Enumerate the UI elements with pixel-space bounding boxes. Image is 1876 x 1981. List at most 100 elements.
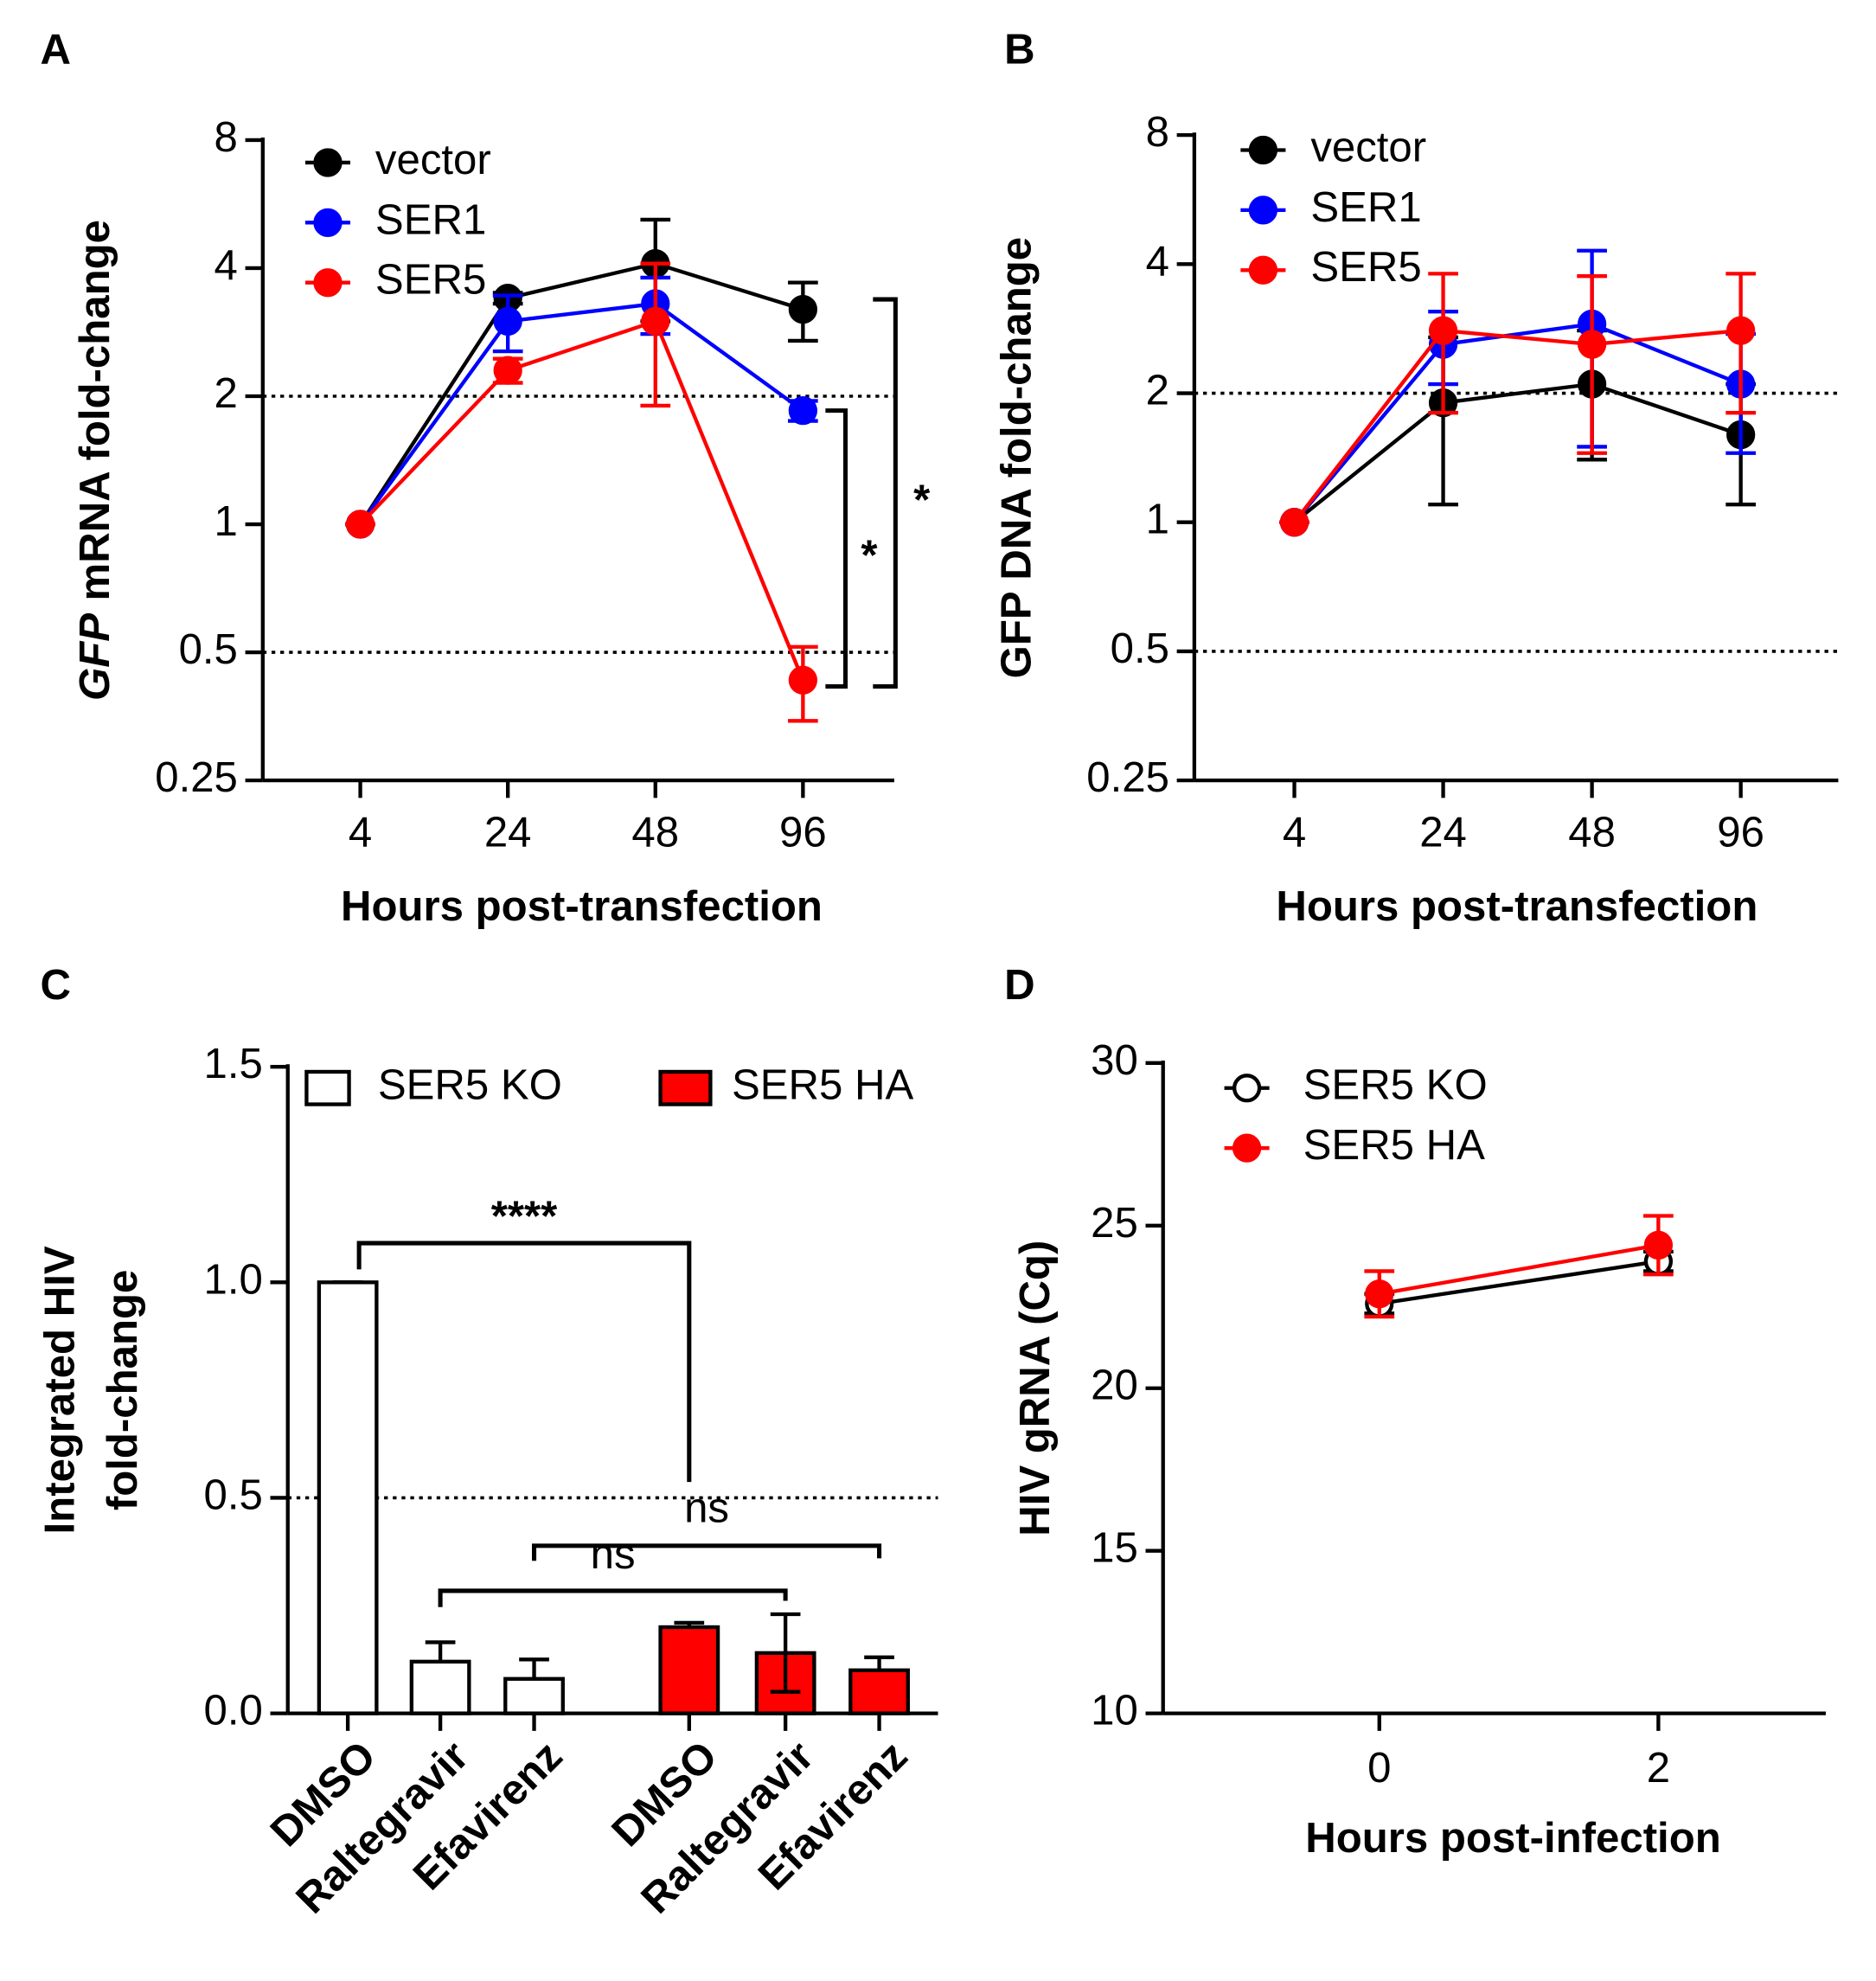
legend-marker xyxy=(313,148,343,177)
y-tick-label: 1.0 xyxy=(204,1256,263,1303)
data-point xyxy=(1365,1279,1394,1309)
y-axis-label: GFP DNA fold-change xyxy=(993,237,1040,679)
y-axis-label-text: mRNA fold-change xyxy=(72,220,118,600)
series-line xyxy=(358,301,804,526)
x-tick-label: 96 xyxy=(1717,810,1764,856)
x-tick-label: 48 xyxy=(631,810,679,856)
x-tick-label: 24 xyxy=(1419,810,1467,856)
y-tick-label: 30 xyxy=(1091,1037,1138,1084)
y-tick-label: 1 xyxy=(1146,497,1169,543)
series-line xyxy=(1379,1259,1659,1306)
y-tick-label: 0.5 xyxy=(179,626,238,673)
x-axis-label: Hours post-infection xyxy=(1305,1815,1720,1862)
y-tick-label: 0.5 xyxy=(1111,625,1169,672)
data-point xyxy=(493,356,522,385)
legend-swatch xyxy=(304,1069,351,1106)
legend-label: SER5 xyxy=(375,257,486,304)
y-tick-label: 10 xyxy=(1091,1688,1138,1734)
x-tick-label: 4 xyxy=(1283,810,1306,856)
significance-label: * xyxy=(861,533,878,580)
bar xyxy=(317,1280,379,1715)
bar xyxy=(409,1659,471,1715)
series-line xyxy=(1292,322,1742,524)
legend-label: SER1 xyxy=(375,196,486,243)
y-axis-label: fold-change xyxy=(99,1270,146,1510)
y-tick-label: 4 xyxy=(1146,238,1169,285)
y-tick-label: 2 xyxy=(1146,368,1169,414)
legend-swatch xyxy=(658,1069,713,1106)
series-line xyxy=(1293,381,1742,524)
x-tick-label: 24 xyxy=(484,810,532,856)
x-tick-label: 2 xyxy=(1647,1745,1670,1792)
y-tick-label: 4 xyxy=(214,242,238,289)
legend-label: vector xyxy=(375,137,491,183)
legend-marker xyxy=(1232,1133,1262,1163)
data-point xyxy=(345,510,375,539)
y-tick-label: 0.0 xyxy=(204,1688,263,1734)
legend-label: SER5 KO xyxy=(1303,1062,1488,1109)
legend-label: SER5 KO xyxy=(378,1062,562,1109)
significance-label: **** xyxy=(491,1194,558,1241)
series-line xyxy=(359,318,805,682)
legend-marker xyxy=(313,208,343,237)
data-point xyxy=(641,306,670,337)
data-point xyxy=(788,294,817,324)
y-tick-label: 0.5 xyxy=(204,1471,263,1518)
y-axis-label: Integrated HIV xyxy=(36,1246,83,1534)
x-tick-label: 4 xyxy=(349,810,372,856)
legend-label: SER5 HA xyxy=(1303,1122,1486,1169)
data-point xyxy=(1428,316,1458,345)
y-axis-label: HIV gRNA (Cq) xyxy=(1012,1241,1059,1536)
y-tick-label: 15 xyxy=(1091,1525,1138,1572)
error-bar xyxy=(770,1652,801,1694)
y-tick-label: 20 xyxy=(1091,1362,1138,1409)
y-tick-label: 8 xyxy=(214,114,238,161)
y-tick-label: 8 xyxy=(1146,109,1169,156)
panel-letter: D xyxy=(1004,962,1035,1009)
significance-bracket xyxy=(438,1588,788,1607)
legend-marker xyxy=(1248,196,1278,225)
x-tick-label: 96 xyxy=(779,810,827,856)
y-tick-label: 1 xyxy=(214,498,238,545)
data-point xyxy=(1643,1230,1674,1260)
y-tick-label: 25 xyxy=(1091,1200,1138,1247)
series-line xyxy=(1292,328,1741,524)
legend-label: vector xyxy=(1310,124,1426,170)
series-line xyxy=(1379,1243,1659,1296)
legend-marker xyxy=(1232,1074,1262,1103)
y-axis-label-text: GFP DNA fold-change xyxy=(993,237,1040,679)
significance-label: ns xyxy=(591,1531,636,1578)
legend-label: SER5 xyxy=(1310,244,1421,291)
error-bar xyxy=(1577,274,1607,455)
y-tick-label: 0.25 xyxy=(155,754,238,801)
y-axis-label-italic: GFP xyxy=(72,613,118,701)
data-point xyxy=(1279,508,1309,537)
significance-label: * xyxy=(913,477,931,523)
bar xyxy=(503,1676,565,1715)
x-tick-label: 48 xyxy=(1568,810,1616,856)
data-point xyxy=(788,665,817,695)
panel-letter: B xyxy=(1004,27,1035,74)
data-point xyxy=(493,306,522,337)
legend-label: SER1 xyxy=(1310,184,1421,231)
error-bar xyxy=(770,1612,801,1653)
significance-bracket xyxy=(356,1241,692,1483)
legend-label: SER5 HA xyxy=(732,1062,914,1109)
bar xyxy=(848,1668,910,1715)
bar xyxy=(658,1625,720,1715)
x-axis-label: Hours post-transfection xyxy=(341,883,823,930)
legend-marker xyxy=(1248,135,1278,165)
y-tick-label: 0.25 xyxy=(1086,754,1169,801)
panel-letter: A xyxy=(40,27,71,74)
y-tick-label: 1.5 xyxy=(204,1041,263,1087)
legend-marker xyxy=(313,268,343,298)
significance-bracket xyxy=(532,1543,882,1561)
data-point xyxy=(1577,330,1607,359)
series-line xyxy=(358,261,804,526)
x-axis-label: Hours post-transfection xyxy=(1276,883,1758,930)
data-point xyxy=(788,396,817,426)
legend-marker xyxy=(1248,255,1278,285)
y-tick-label: 2 xyxy=(214,370,238,417)
panel-letter: C xyxy=(40,962,71,1009)
significance-bracket xyxy=(825,408,848,689)
